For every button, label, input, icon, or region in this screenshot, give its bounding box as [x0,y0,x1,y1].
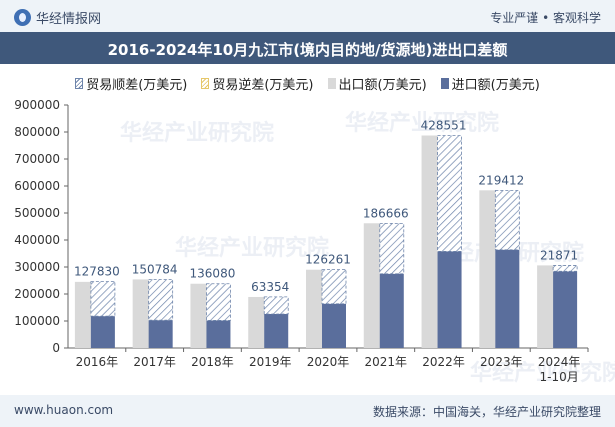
y-tick-label: 500000 [14,206,60,220]
y-tick-label: 0 [52,341,60,355]
surplus-segment [552,265,578,272]
label-layer: 127830 150784 136080 63354 126261 186666 42855… [74,119,578,294]
title-bar: 2016-2024年10月九江市(境内目的地/货源地)进出口差额 [0,32,615,64]
x-tick-label: 1-10月 [539,370,578,384]
brand: 华经情报网 [14,8,101,27]
surplus-segment [263,296,289,315]
import-bar [553,271,578,348]
legend-item-deficit: 贸易逆差(万美元) [201,74,314,93]
legend-swatch-deficit [201,78,210,89]
legend-item-import: 进口额(万美元) [440,74,540,93]
surplus-value-label: 127830 [74,265,120,279]
import-bar [206,320,231,348]
legend: 贸易顺差(万美元) 贸易逆差(万美元) 出口额(万美元) 进口额(万美元) [0,74,615,93]
surplus-value-label: 428551 [421,119,467,133]
legend-swatch-surplus [75,78,84,89]
surplus-value-label: 136080 [190,267,236,281]
legend-label-surplus: 贸易顺差(万美元) [86,78,188,93]
y-tick-label: 700000 [14,152,60,166]
y-tick-label: 900000 [14,98,60,112]
surplus-segment [379,222,405,275]
y-tick-label: 100000 [14,314,60,328]
surplus-value-label: 186666 [363,206,409,220]
x-tick-label: 2023年 [480,355,523,369]
surplus-value-label: 21871 [540,248,578,262]
legend-label-export: 出口额(万美元) [338,78,427,93]
y-tick-label: 600000 [14,179,60,193]
surplus-segment [90,281,116,317]
legend-label-deficit: 贸易逆差(万美元) [212,78,314,93]
x-tick-label: 2024年 [538,355,581,369]
watermark-text: 华经产业研究院 [345,110,499,136]
surplus-value-label: 63354 [251,280,289,294]
surplus-segment [206,283,231,321]
surplus-segment [148,279,174,321]
y-tick-label: 400000 [14,233,60,247]
surplus-segment [437,135,462,252]
footer-bar: www.huaon.com 数据来源：中国海关，华经产业研究院整理 [0,395,615,427]
x-tick-label: 2019年 [249,355,292,369]
x-tick-label: 2017年 [133,355,176,369]
site-url: www.huaon.com [14,403,114,417]
brand-name: 华经情报网 [36,12,102,27]
watermark-text: 华经产业研究院 [470,360,615,386]
y-tick-label: 200000 [14,287,60,301]
x-tick-label: 2016年 [76,355,119,369]
surplus-value-label: 126261 [305,253,351,267]
legend-swatch-import [440,78,449,89]
surplus-segment [321,269,347,305]
surplus-value-label: 150784 [132,262,178,276]
import-bar [90,316,115,348]
y-tick-label: 300000 [14,260,60,274]
surplus-segment [494,190,520,251]
legend-item-surplus: 贸易顺差(万美元) [75,74,187,93]
import-bar [437,251,462,348]
tagline: 专业严谨 • 客观科学 [490,11,601,25]
top-bar: 华经情报网 专业严谨 • 客观科学 [0,0,615,32]
legend-swatch-export [327,78,336,89]
surplus-value-label: 219412 [478,173,524,187]
x-tick-label: 2022年 [422,355,465,369]
bar-layer [74,135,578,348]
watermark-text: 华经产业研究院 [175,235,329,261]
import-bar [148,320,173,348]
import-bar [495,249,520,348]
import-bar [264,313,289,348]
chart-title: 2016-2024年10月九江市(境内目的地/货源地)进出口差额 [107,41,508,59]
import-bar [379,273,404,348]
axis-layer: 0 100000 200000 300000 400000 500000 600000 700… [14,98,589,384]
legend-label-import: 进口额(万美元) [451,78,540,93]
data-source: 数据来源：中国海关，华经产业研究院整理 [372,405,601,419]
y-tick-label: 800000 [14,125,60,139]
brand-logo-icon [14,9,31,26]
x-tick-label: 2021年 [365,355,408,369]
watermark-text: 华经产业研究院 [120,120,274,146]
legend-item-export: 出口额(万美元) [327,74,427,93]
x-tick-label: 2020年 [307,355,350,369]
x-tick-label: 2018年 [191,355,234,369]
import-bar [322,303,346,348]
